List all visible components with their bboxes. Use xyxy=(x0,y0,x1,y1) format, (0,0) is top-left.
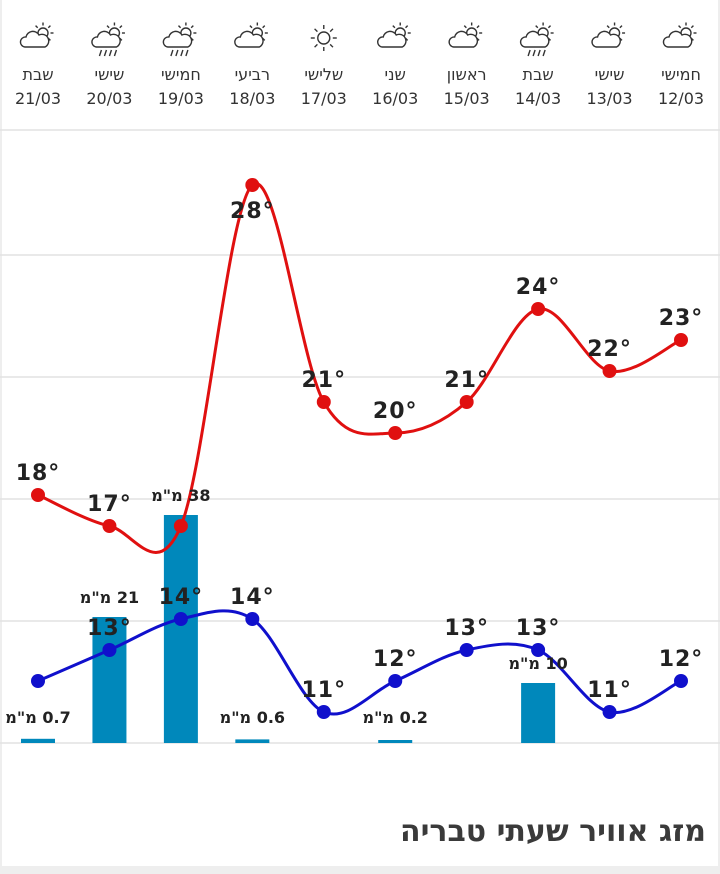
rain-bar xyxy=(92,617,127,743)
rain-label: 0.7 מ"מ xyxy=(5,708,70,727)
min-temp-point xyxy=(316,705,331,719)
max-temp-point xyxy=(316,395,331,409)
max-temp-point xyxy=(602,364,617,378)
rain-label: 21 מ"מ xyxy=(80,588,139,607)
max-temp-point xyxy=(459,395,474,409)
day-date: 21/03 xyxy=(15,89,61,108)
rain-label: 0.6 מ"מ xyxy=(220,708,285,727)
partly-cloudy-icon xyxy=(448,22,483,48)
partly-cloudy-icon xyxy=(377,22,411,48)
rain-label: 38 מ"מ xyxy=(151,486,210,505)
partly-cloudy-icon xyxy=(19,22,54,48)
min-temp-label: 12° xyxy=(373,647,418,672)
day-name: חמישי xyxy=(661,65,701,84)
rain-cloud-icon xyxy=(519,22,554,57)
rain-cloud-icon xyxy=(91,22,125,57)
day-date: 15/03 xyxy=(444,89,490,108)
min-temp-label: 13° xyxy=(87,616,132,641)
partly-cloudy-icon xyxy=(591,22,626,48)
min-temp-point xyxy=(245,612,260,626)
day-name: רביעי xyxy=(235,65,270,84)
min-temp-label: 11° xyxy=(587,678,632,703)
max-temp-label: 28° xyxy=(230,199,275,224)
min-temp-label: 14° xyxy=(230,585,275,610)
day-date: 18/03 xyxy=(229,89,275,108)
weather-chart: שבת 21/03 שישי 20/03 חמישי 19/03 רביעי 18/03 שלי… xyxy=(0,22,720,744)
max-temp-label: 22° xyxy=(587,337,632,362)
day-date: 16/03 xyxy=(372,89,418,108)
min-temp-point xyxy=(602,705,617,719)
min-temp-point xyxy=(531,643,546,657)
sun-icon xyxy=(310,25,337,51)
rain-bar xyxy=(163,515,198,743)
frame-left xyxy=(0,0,2,874)
max-temp-label: 20° xyxy=(373,399,418,424)
rain-bar xyxy=(21,738,55,743)
max-temp-label: 23° xyxy=(659,306,704,331)
day-date: 14/03 xyxy=(515,89,561,108)
day-name: ראשון xyxy=(447,65,487,84)
min-temp-point xyxy=(31,674,45,688)
day-name: שני xyxy=(385,65,406,84)
max-temp-line xyxy=(37,182,682,554)
rain-label: 10 מ"מ xyxy=(508,654,567,673)
rain-label: 0.2 מ"מ xyxy=(363,708,428,727)
min-temp-label: 12° xyxy=(659,647,704,672)
partly-cloudy-icon xyxy=(662,22,697,48)
day-name: חמישי xyxy=(161,65,201,84)
max-temp-point xyxy=(31,488,45,502)
max-temp-label: 24° xyxy=(516,275,561,300)
bottom-bar xyxy=(0,866,720,874)
min-temp-label: 14° xyxy=(159,585,204,610)
section-title: מזג אוויר שעתי טבריה xyxy=(399,814,706,849)
min-temp-point xyxy=(459,643,474,657)
max-temp-label: 21° xyxy=(301,368,346,393)
min-temp-line xyxy=(37,609,682,716)
rain-bar xyxy=(521,683,556,743)
day-date: 17/03 xyxy=(301,89,347,108)
frame-right xyxy=(718,0,720,874)
max-temp-point xyxy=(674,333,688,347)
max-temp-label: 21° xyxy=(444,368,489,393)
min-temp-label: 13° xyxy=(444,616,489,641)
min-temp-point xyxy=(674,674,688,688)
day-name: שישי xyxy=(595,65,625,84)
min-temp-point xyxy=(388,674,403,688)
partly-cloudy-icon xyxy=(234,22,268,48)
day-date: 13/03 xyxy=(587,89,633,108)
max-temp-point xyxy=(173,519,188,533)
max-temp-point xyxy=(102,519,117,533)
rain-cloud-icon xyxy=(162,22,197,57)
max-temp-point xyxy=(388,426,403,440)
max-temp-point xyxy=(245,178,260,192)
day-name: שישי xyxy=(95,65,125,84)
rain-bar xyxy=(235,739,270,743)
rain-bar xyxy=(378,740,413,743)
day-name: שלישי xyxy=(304,65,343,84)
min-temp-label: 13° xyxy=(516,616,561,641)
day-name: שבת xyxy=(22,65,53,84)
max-temp-label: 17° xyxy=(87,492,132,517)
max-temp-label: 18° xyxy=(16,461,61,486)
min-temp-point xyxy=(102,643,117,657)
day-date: 19/03 xyxy=(158,89,204,108)
day-date: 12/03 xyxy=(658,89,704,108)
max-temp-point xyxy=(531,302,546,316)
day-date: 20/03 xyxy=(86,89,132,108)
day-name: שבת xyxy=(523,65,554,84)
min-temp-point xyxy=(173,612,188,626)
min-temp-label: 11° xyxy=(301,678,346,703)
